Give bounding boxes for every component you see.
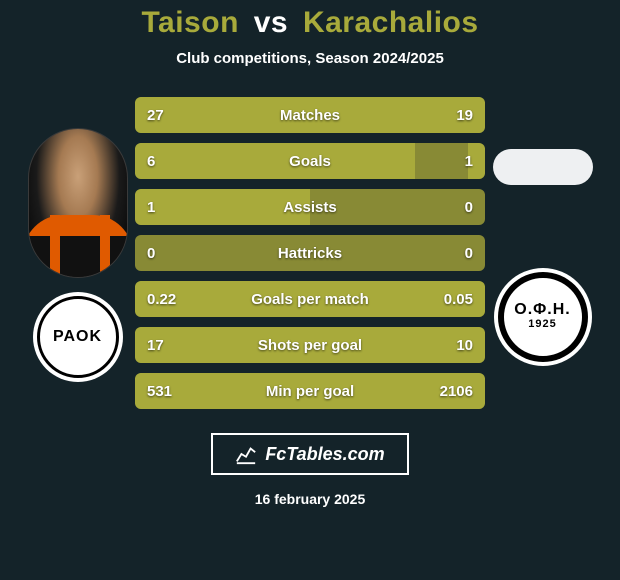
right-column: Ο.Φ.Η. 1925	[485, 149, 600, 358]
headline: Taison vs Karachalios	[141, 6, 478, 40]
stat-bar: 2719Matches	[135, 97, 485, 133]
stat-label: Goals	[135, 153, 485, 170]
player2-club-code: Ο.Φ.Η.	[514, 301, 570, 318]
stat-bar: 61Goals	[135, 143, 485, 179]
stat-bar: 10Assists	[135, 189, 485, 225]
comparison-card: Taison vs Karachalios Club competitions,…	[0, 0, 620, 580]
date-text: 16 february 2025	[255, 491, 366, 507]
stat-label: Matches	[135, 107, 485, 124]
left-column: PAOK	[20, 128, 135, 378]
player1-club-code: PAOK	[53, 329, 102, 346]
stat-bar: 5312106Min per goal	[135, 373, 485, 409]
player2-club-year: 1925	[514, 319, 570, 331]
player2-club-badge: Ο.Φ.Η. 1925	[502, 276, 584, 358]
brand-box[interactable]: FcTables.com	[211, 433, 408, 475]
stat-label: Goals per match	[135, 291, 485, 308]
chart-icon	[235, 443, 257, 465]
stat-label: Min per goal	[135, 383, 485, 400]
stat-bar: 1710Shots per goal	[135, 327, 485, 363]
stat-label: Shots per goal	[135, 337, 485, 354]
player1-club-badge: PAOK	[37, 296, 119, 378]
player2-name: Karachalios	[303, 6, 479, 39]
player1-avatar	[28, 128, 128, 278]
brand-text: FcTables.com	[265, 444, 384, 465]
subtitle: Club competitions, Season 2024/2025	[176, 50, 444, 67]
vs-text: vs	[254, 6, 288, 39]
stat-bars: 2719Matches 61Goals 10Assists 00Hattricks 0.…	[135, 97, 485, 409]
player2-avatar-placeholder	[493, 149, 593, 185]
stat-label: Hattricks	[135, 245, 485, 262]
stat-label: Assists	[135, 199, 485, 216]
stat-bar: 00Hattricks	[135, 235, 485, 271]
player1-name: Taison	[141, 6, 238, 39]
stat-bar: 0.220.05Goals per match	[135, 281, 485, 317]
comparison-body: PAOK 2719Matches 61Goals 10Assists 00Hattri…	[0, 97, 620, 409]
